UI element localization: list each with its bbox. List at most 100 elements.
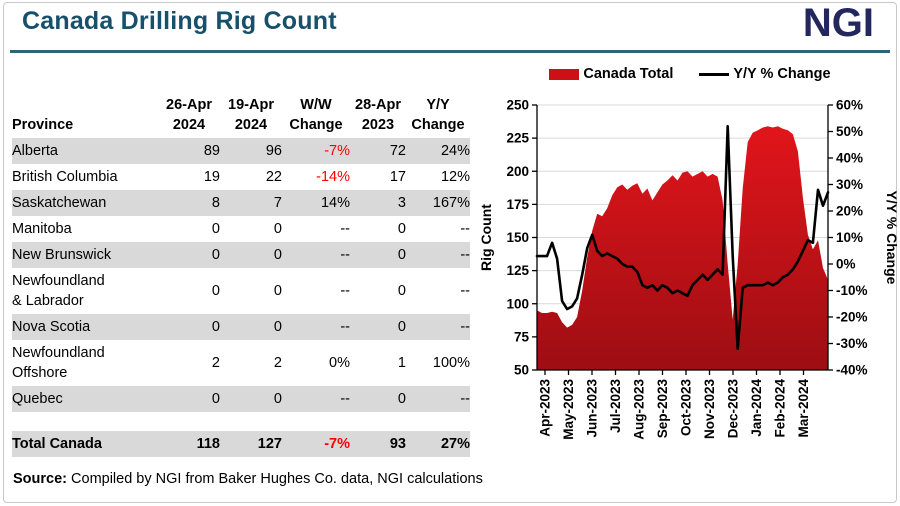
right-axis-title: Y/Y % Change (884, 191, 900, 285)
svg-text:Feb-2024: Feb-2024 (773, 379, 788, 438)
svg-text:50%: 50% (836, 124, 863, 139)
value-cell: -- (340, 221, 350, 237)
value-cell: 22 (265, 169, 282, 185)
svg-text:Dec-2023: Dec-2023 (726, 379, 741, 439)
x-axis-ticks: Apr-2023 May-2023 Jun-2023 Jul-2023 Aug-2023… (538, 370, 811, 440)
col-header-28apr2023: 28-Apr 2023 (355, 97, 401, 133)
table-row: Saskatchewan 8 7 14% 3 167% (12, 190, 470, 216)
table-header-row: Province 26-Apr 2024 19-Apr 2024 W/W Cha… (12, 62, 470, 138)
left-axis-title: Rig Count (480, 204, 494, 271)
value-cell: 0 (211, 283, 220, 299)
svg-text:75: 75 (514, 329, 530, 344)
province-cell: Saskatchewan (12, 195, 107, 211)
value-cell: 0% (329, 355, 350, 371)
yoy-line-swatch-icon (699, 72, 730, 76)
value-cell: -- (340, 391, 350, 407)
page-title: Canada Drilling Rig Count (22, 7, 337, 35)
chart-legend: Canada Total Y/Y % Change (480, 66, 900, 82)
svg-text:Mar-2024: Mar-2024 (796, 379, 811, 438)
value-cell: -- (460, 283, 470, 299)
axis-titles: Rig Count Y/Y % Change (480, 191, 900, 285)
value-cell: 0 (397, 283, 406, 299)
total-row: Total Canada 118 127 -7% 93 27% (12, 431, 470, 457)
svg-text:-40%: -40% (836, 363, 868, 378)
right-axis-ticks: 60% 50% 40% 30% 20% 10% 0% -10% -20% -30% -40% (828, 98, 868, 378)
legend-item-canada-total: Canada Total (549, 66, 673, 82)
value-cell: -- (460, 319, 470, 335)
left-axis-ticks: 250 225 200 175 150 125 100 75 50 (506, 98, 537, 378)
col-header-ww-change: W/W Change (289, 97, 343, 133)
legend-label-canada-total: Canada Total (583, 66, 674, 82)
value-cell: -- (460, 247, 470, 263)
value-cell: 24% (440, 143, 470, 159)
svg-text:175: 175 (506, 197, 529, 212)
svg-text:40%: 40% (836, 151, 863, 166)
svg-text:60%: 60% (836, 98, 863, 113)
value-cell: 12% (440, 169, 470, 185)
svg-text:-10%: -10% (836, 283, 868, 298)
svg-text:225: 225 (506, 131, 529, 146)
value-cell: 0 (397, 319, 406, 335)
value-cell: 0 (211, 247, 220, 263)
value-cell: 0 (273, 319, 282, 335)
svg-text:250: 250 (506, 98, 529, 113)
province-cell: Manitoba (12, 221, 72, 237)
legend-item-yoy-change: Y/Y % Change (699, 66, 831, 82)
value-cell: 0 (397, 391, 406, 407)
rig-count-table: Province 26-Apr 2024 19-Apr 2024 W/W Cha… (12, 62, 470, 457)
col-header-yy-change: Y/Y Change (411, 97, 465, 133)
value-cell: 0 (273, 283, 282, 299)
value-cell: 3 (397, 195, 406, 211)
value-cell: 14% (320, 195, 350, 211)
value-cell: 1 (397, 355, 406, 371)
table-row: Alberta 89 96 -7% 72 24% (12, 138, 470, 164)
canada-total-swatch-icon (549, 68, 580, 80)
svg-text:Jul-2023: Jul-2023 (608, 379, 623, 434)
value-cell: 2 (211, 355, 220, 371)
source-text: Compiled by NGI from Baker Hughes Co. da… (67, 471, 483, 487)
value-cell: 0 (273, 221, 282, 237)
col-header-26apr2024: 26-Apr 2024 (166, 97, 212, 133)
value-cell: 7 (273, 195, 282, 211)
col-header-19apr2024: 19-Apr 2024 (228, 97, 274, 133)
ngi-logo: NGI (802, 1, 874, 45)
svg-text:May-2023: May-2023 (561, 379, 576, 440)
value-cell: 0 (211, 319, 220, 335)
svg-text:-30%: -30% (836, 336, 868, 351)
value-cell: -- (340, 283, 350, 299)
svg-text:Oct-2023: Oct-2023 (679, 379, 694, 437)
svg-text:150: 150 (506, 230, 529, 245)
value-cell: 17 (389, 169, 406, 185)
source-note: Source: Compiled by NGI from Baker Hughe… (13, 471, 483, 487)
value-cell: -- (460, 221, 470, 237)
province-cell: Quebec (12, 391, 63, 407)
table-row: Newfoundland & Labrador 0 0 -- 0 -- (12, 268, 470, 314)
svg-text:Jun-2023: Jun-2023 (585, 379, 600, 438)
value-cell: 89 (203, 143, 220, 159)
value-cell: 0 (397, 221, 406, 237)
line-series-yoy-change (535, 124, 830, 351)
value-cell: 167% (432, 195, 470, 211)
value-cell: 2 (273, 355, 282, 371)
value-cell: 118 (196, 436, 220, 452)
col-header-province: Province (12, 117, 74, 133)
source-label: Source: (13, 471, 67, 487)
svg-text:125: 125 (506, 263, 529, 278)
table-row: New Brunswick 0 0 -- 0 -- (12, 242, 470, 268)
value-cell: -- (340, 319, 350, 335)
province-cell: British Columbia (12, 169, 118, 185)
svg-text:30%: 30% (836, 177, 863, 192)
svg-text:200: 200 (506, 164, 529, 179)
svg-text:Sep-2023: Sep-2023 (655, 379, 670, 439)
value-cell: 93 (389, 436, 406, 452)
value-cell: 0 (211, 391, 220, 407)
svg-text:0%: 0% (836, 257, 856, 272)
spacer-row (12, 412, 470, 431)
value-cell: 127 (257, 436, 282, 452)
table-row: Quebec 0 0 -- 0 -- (12, 386, 470, 412)
value-cell: 27% (440, 436, 470, 452)
svg-text:Apr-2023: Apr-2023 (538, 379, 553, 437)
value-cell: 96 (265, 143, 282, 159)
province-cell: Newfoundland & Labrador (12, 273, 105, 309)
svg-text:10%: 10% (836, 230, 863, 245)
